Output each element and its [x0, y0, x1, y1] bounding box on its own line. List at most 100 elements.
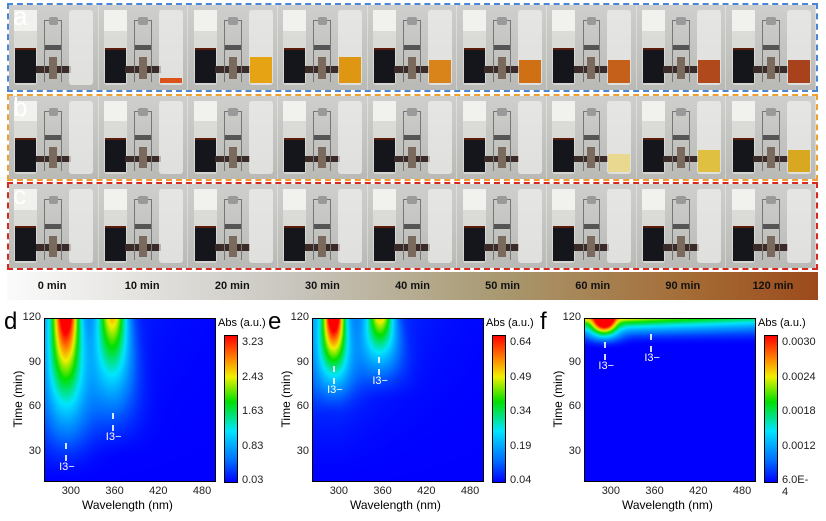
- clamp: [492, 107, 511, 171]
- clamp: [223, 196, 242, 260]
- y-tick-label: 90: [28, 355, 41, 368]
- photo-cell: [367, 184, 458, 268]
- row-label-a: a: [13, 1, 28, 31]
- photo-cell: [367, 96, 458, 179]
- colorbar-tick-label: 2.43: [242, 370, 264, 383]
- receiving-vial: [158, 189, 183, 263]
- panel-label: d: [4, 308, 18, 335]
- photo-cell: [188, 96, 279, 179]
- photo-cell: [726, 96, 817, 179]
- dark-vial: [731, 100, 755, 175]
- y-tick-label: 120: [22, 311, 41, 323]
- photo-cell: [636, 96, 727, 179]
- clamp: [672, 17, 691, 82]
- time-label: 30 min: [304, 280, 340, 292]
- colorbar-title: Abs (a.u.): [218, 317, 266, 329]
- peak-marker-line: [333, 365, 336, 384]
- colorbar-tick-label: 0.0030: [782, 336, 816, 348]
- receiving-vial: [338, 10, 363, 85]
- receiving-vial: [697, 189, 721, 263]
- clamp: [223, 107, 242, 171]
- y-axis-title: Time (min): [551, 370, 565, 428]
- time-label: 50 min: [485, 280, 521, 292]
- y-tick-label: 120: [290, 311, 309, 323]
- receiving-vial: [248, 10, 273, 85]
- photo-cell: [367, 5, 458, 90]
- x-tick-label: 360: [645, 485, 664, 497]
- y-tick-label: 30: [28, 445, 41, 458]
- colorbar-tick-label: 0.04: [510, 474, 532, 486]
- receiving-vial: [786, 10, 811, 85]
- heatmap-canvas: [45, 319, 215, 481]
- colorbar-tick-label: 0.0012: [782, 439, 816, 452]
- peak-annotation: I3−: [327, 383, 343, 396]
- heatmap-canvas: [313, 319, 483, 481]
- receiving-vial: [69, 10, 94, 85]
- peak-marker-line: [378, 356, 381, 375]
- colorbar: [764, 335, 778, 483]
- clamp: [672, 107, 691, 171]
- clamp: [313, 17, 332, 82]
- clamp: [403, 107, 422, 171]
- y-axis-title: Time (min): [11, 370, 25, 428]
- time-label: 0 min: [37, 280, 67, 292]
- dark-vial: [193, 100, 217, 175]
- time-label: 10 min: [124, 280, 160, 292]
- x-tick-label: 480: [192, 485, 212, 497]
- dark-vial: [552, 189, 576, 263]
- photo-cell: [278, 184, 368, 268]
- receiving-vial: [786, 189, 811, 263]
- clamp: [44, 17, 63, 82]
- panel-label: f: [540, 308, 547, 335]
- row-label-c: c: [13, 180, 26, 210]
- receiving-vial: [517, 189, 542, 263]
- heatmap-plot: [312, 318, 484, 482]
- y-tick-label: 120: [562, 311, 581, 323]
- heatmap-panel-f: f 300 360 420 480 30 60 90 120 Wavelength (nm) Ti…: [540, 300, 816, 521]
- y-tick-label: 90: [296, 355, 309, 368]
- dark-vial: [731, 10, 755, 85]
- time-label: 20 min: [214, 280, 250, 292]
- peak-marker-line: [604, 341, 607, 360]
- peak-marker-line: [650, 334, 653, 353]
- x-tick-label: 480: [732, 485, 752, 497]
- colorbar-title: Abs (a.u.): [758, 317, 806, 329]
- dark-vial: [193, 189, 217, 263]
- x-tick-label: 360: [373, 485, 392, 497]
- x-tick-label: 300: [329, 485, 349, 497]
- dark-vial: [103, 189, 128, 263]
- y-tick-label: 90: [568, 355, 581, 368]
- photo-cell: [278, 96, 368, 179]
- dark-vial: [642, 189, 666, 263]
- dark-vial: [731, 189, 755, 263]
- receiving-vial: [338, 189, 363, 263]
- colorbar-tick-label: 0.49: [510, 370, 532, 383]
- photo-cell: [457, 184, 548, 268]
- x-tick-label: 300: [61, 485, 81, 497]
- colorbar-tick-label: 0.19: [510, 439, 532, 452]
- clamp: [761, 196, 780, 260]
- receiving-vial: [786, 100, 811, 175]
- photo-row-a: a: [7, 1, 818, 92]
- photo-cell: [278, 5, 368, 90]
- colorbar: [492, 335, 506, 483]
- clamp: [582, 17, 601, 82]
- dark-vial: [283, 10, 307, 85]
- colorbar-tick-label: 0.64: [510, 336, 532, 348]
- panel-label: e: [268, 308, 282, 335]
- colorbar-tick-label: 0.03: [242, 474, 264, 486]
- row-label-b: b: [13, 92, 28, 122]
- photo-cell: [547, 5, 637, 90]
- photo-cell: [457, 5, 548, 90]
- y-tick-label: 30: [296, 445, 309, 458]
- dark-vial: [462, 189, 486, 263]
- receiving-vial: [427, 189, 452, 263]
- y-tick-label: 30: [568, 445, 581, 458]
- dark-vial: [373, 189, 397, 263]
- colorbar-tick-label: 6.0E-4: [782, 474, 809, 498]
- x-tick-label: 480: [460, 485, 480, 497]
- colorbar-tick-label: 1.63: [242, 405, 264, 417]
- photo-cell: [98, 184, 189, 268]
- photo-cell: [726, 184, 817, 268]
- peak-annotation: I3−: [372, 374, 388, 387]
